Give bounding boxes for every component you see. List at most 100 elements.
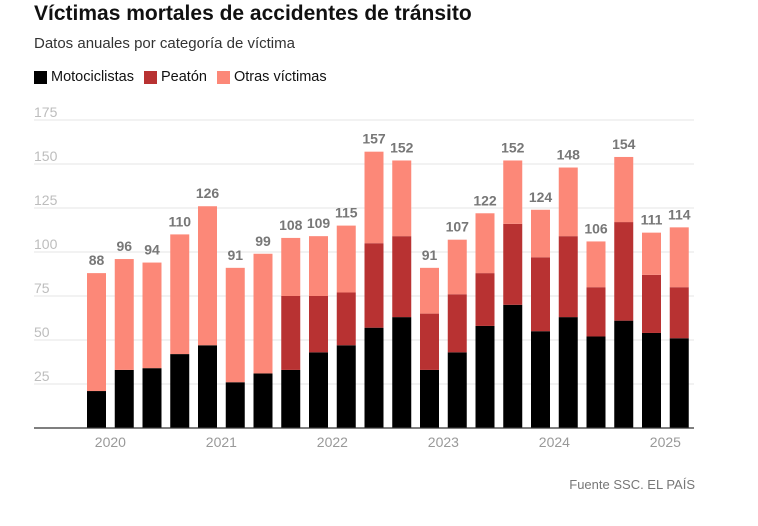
bar-peaton-20 — [642, 274, 661, 333]
x-tick-label-2020: 2020 — [95, 434, 126, 450]
legend-label-motociclistas: Motociclistas — [51, 69, 134, 85]
legend-swatch-motociclistas — [34, 70, 47, 84]
bar-total-label-9: 115 — [335, 205, 358, 221]
bar-otras-1 — [114, 259, 134, 370]
bar-total-label-0: 88 — [89, 252, 105, 268]
bar-peaton-8 — [309, 296, 328, 353]
bar-otras-15 — [503, 160, 523, 224]
bar-motociclistas-17 — [558, 317, 578, 428]
bar-otras-19 — [614, 156, 634, 223]
bar-motociclistas-3 — [170, 354, 190, 428]
bar-peaton-17 — [558, 236, 578, 318]
bar-otras-5 — [225, 267, 245, 383]
bar-total-label-21: 114 — [668, 206, 691, 222]
bar-total-label-17: 148 — [557, 147, 581, 163]
bar-motociclistas-9 — [336, 345, 356, 428]
bar-peaton-19 — [614, 222, 634, 321]
bar-motociclistas-7 — [281, 369, 301, 428]
bar-total-label-6: 99 — [255, 233, 271, 249]
bar-total-label-13: 107 — [446, 219, 470, 235]
bar-motociclistas-16 — [531, 331, 550, 428]
bar-otras-3 — [170, 234, 190, 355]
bar-motociclistas-20 — [642, 332, 661, 428]
bar-peaton-12 — [420, 313, 439, 370]
legend-item-motociclistas: Motociclistas — [34, 69, 134, 85]
bar-motociclistas-4 — [198, 345, 217, 428]
x-tick-label-2023: 2023 — [428, 434, 459, 450]
bar-motociclistas-15 — [503, 304, 523, 428]
x-tick-label-2022: 2022 — [317, 434, 348, 450]
bar-total-label-1: 96 — [116, 238, 132, 254]
bar-motociclistas-0 — [87, 391, 106, 428]
bar-otras-14 — [475, 213, 495, 274]
bar-peaton-21 — [669, 287, 689, 339]
bar-motociclistas-2 — [142, 368, 162, 428]
y-tick-label-125: 125 — [34, 192, 58, 208]
y-tick-label-100: 100 — [34, 236, 58, 252]
bar-peaton-18 — [586, 287, 606, 337]
y-tick-label-175: 175 — [34, 104, 58, 120]
bar-motociclistas-6 — [253, 373, 273, 428]
legend-item-otras: Otras víctimas — [216, 69, 327, 85]
bar-total-label-4: 126 — [196, 185, 220, 201]
bar-total-label-18: 106 — [584, 220, 608, 236]
legend-swatch-peaton — [144, 70, 157, 84]
legend-label-peaton: Peatón — [161, 69, 207, 85]
bar-total-label-3: 110 — [168, 213, 191, 229]
legend-label-otras: Otras víctimas — [233, 69, 327, 85]
bar-otras-18 — [586, 241, 606, 288]
bar-motociclistas-1 — [114, 369, 134, 428]
chart-subtitle: Datos anuales por categoría de víctima — [34, 35, 295, 52]
bar-peaton-11 — [392, 236, 412, 318]
bar-otras-4 — [198, 206, 217, 346]
bar-otras-17 — [558, 167, 578, 237]
bar-total-label-15: 152 — [501, 139, 525, 155]
bar-total-label-10: 157 — [362, 131, 386, 147]
bar-otras-21 — [669, 227, 689, 288]
bar-otras-11 — [392, 160, 412, 237]
x-tick-label-2025: 2025 — [650, 434, 681, 450]
bar-total-label-16: 124 — [529, 189, 553, 205]
bar-otras-13 — [447, 239, 467, 295]
bar-peaton-10 — [364, 243, 384, 328]
y-tick-label-50: 50 — [34, 324, 50, 340]
bar-motociclistas-8 — [309, 352, 328, 428]
bar-motociclistas-10 — [364, 327, 384, 428]
bar-otras-2 — [142, 262, 162, 369]
legend: Motociclistas Peatón Otras víctimas — [34, 69, 337, 85]
source-note: Fuente SSC. EL PAÍS — [569, 477, 695, 492]
bar-peaton-16 — [531, 257, 550, 332]
bar-motociclistas-18 — [586, 336, 606, 428]
bar-motociclistas-19 — [614, 320, 634, 428]
bar-otras-8 — [309, 236, 328, 296]
bar-total-label-14: 122 — [473, 192, 497, 208]
bar-motociclistas-12 — [420, 369, 439, 428]
bar-otras-0 — [87, 273, 106, 392]
bar-otras-9 — [336, 225, 356, 293]
y-tick-label-25: 25 — [34, 368, 50, 384]
bar-peaton-9 — [336, 292, 356, 346]
bar-otras-12 — [420, 267, 439, 314]
x-tick-label-2021: 2021 — [206, 434, 237, 450]
bar-total-label-19: 154 — [612, 136, 636, 152]
bar-total-label-8: 109 — [307, 215, 331, 231]
bar-motociclistas-14 — [475, 325, 495, 428]
bar-otras-6 — [253, 253, 273, 374]
bar-total-label-12: 91 — [422, 247, 438, 263]
bar-otras-20 — [642, 232, 661, 275]
bar-total-label-11: 152 — [390, 139, 414, 155]
legend-item-peaton: Peatón — [144, 69, 207, 85]
bar-otras-10 — [364, 151, 384, 244]
bar-motociclistas-11 — [392, 317, 412, 428]
bar-otras-16 — [531, 209, 550, 258]
bar-total-label-7: 108 — [279, 217, 303, 233]
y-tick-label-150: 150 — [34, 148, 58, 164]
bar-total-label-5: 91 — [227, 247, 243, 263]
legend-swatch-otras — [216, 70, 230, 84]
bar-peaton-13 — [447, 294, 467, 353]
y-tick-label-75: 75 — [34, 280, 50, 296]
bar-motociclistas-13 — [447, 352, 467, 428]
bar-peaton-15 — [503, 223, 523, 305]
bar-total-label-20: 111 — [641, 212, 663, 228]
